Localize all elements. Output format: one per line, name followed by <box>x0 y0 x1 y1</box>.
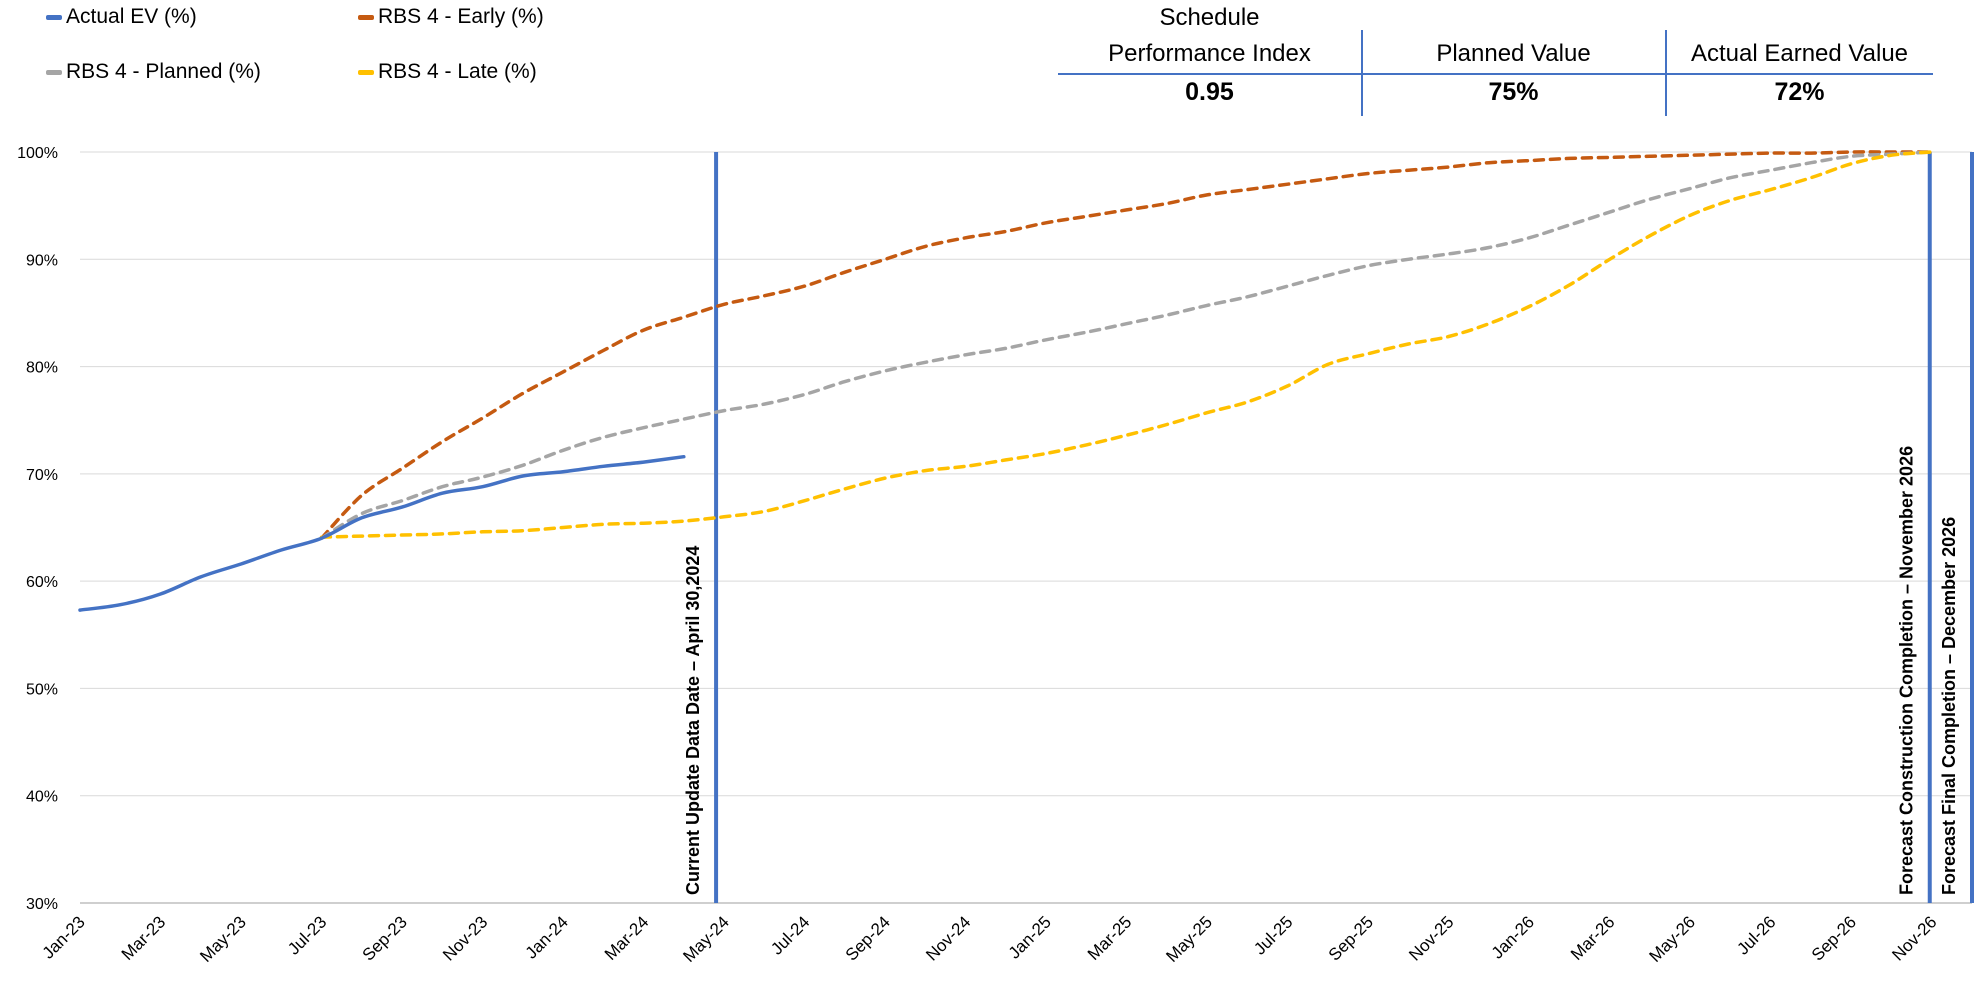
series-line-rbs-4-early <box>319 150 1934 540</box>
kpi-table: Schedule Performance Index 0.95 Planned V… <box>1058 0 1933 118</box>
kpi-separator-2 <box>1665 30 1667 116</box>
x-tick-label: Jul-24 <box>767 912 813 958</box>
x-tick-label: Jan-24 <box>522 912 572 962</box>
legend-label-early: RBS 4 - Early (%) <box>378 5 544 28</box>
date-marker-label: Forecast Construction Completion – Novem… <box>1897 446 1917 895</box>
x-tick-label: Jan-26 <box>1488 912 1538 962</box>
date-marker-label: Current Update Data Date – April 30,2024 <box>683 546 703 895</box>
date-markers: Current Update Data Date – April 30,2024… <box>683 152 1974 903</box>
kpi-planned-value-value: 75% <box>1488 78 1539 106</box>
y-tick-label: 90% <box>26 252 58 269</box>
legend-item-planned: RBS 4 - Planned (%) <box>46 60 261 84</box>
x-tick-label: Mar-24 <box>601 912 653 964</box>
x-tick-label: Sep-26 <box>1808 912 1860 964</box>
x-tick-label: Sep-25 <box>1325 912 1377 964</box>
x-tick-label: Nov-25 <box>1405 912 1457 964</box>
kpi-separator-1 <box>1361 30 1363 116</box>
x-tick-label: May-24 <box>679 912 733 966</box>
series-line-rbs-4-late <box>319 150 1934 539</box>
legend-swatch-planned <box>46 69 62 75</box>
legend-swatch-actual-ev <box>46 14 62 20</box>
grid-lines <box>80 151 1972 797</box>
legend-label-planned: RBS 4 - Planned (%) <box>66 60 261 83</box>
y-tick-label: 30% <box>26 896 58 913</box>
x-tick-label: Sep-23 <box>359 912 411 964</box>
kpi-planned-value: Planned Value 75% <box>1362 0 1665 118</box>
x-tick-label: May-25 <box>1162 912 1216 966</box>
kpi-spi-label: Schedule Performance Index <box>1058 2 1361 72</box>
kpi-actual-earned-value: Actual Earned Value 72% <box>1666 0 1933 118</box>
kpi-actual-earned-value-label-line2: Actual Earned Value <box>1690 40 1909 67</box>
x-tick-label: Mar-23 <box>118 912 170 964</box>
kpi-spi: Schedule Performance Index 0.95 <box>1058 0 1361 118</box>
legend-item-early: RBS 4 - Early (%) <box>358 5 544 29</box>
series-lines <box>78 150 1934 612</box>
legend-swatch-early <box>358 14 374 20</box>
date-marker-label: Forecast Final Completion – December 202… <box>1939 517 1959 895</box>
kpi-spi-value: 0.95 <box>1185 78 1234 106</box>
kpi-planned-value-label: Planned Value <box>1362 2 1665 72</box>
kpi-actual-earned-value-value: 72% <box>1774 78 1825 106</box>
y-tick-label: 100% <box>17 145 58 162</box>
x-tick-label: Jul-26 <box>1733 912 1779 958</box>
y-tick-label: 70% <box>26 467 58 484</box>
x-tick-label: Sep-24 <box>842 912 894 964</box>
x-tick-label: Nov-23 <box>439 912 491 964</box>
kpi-spi-label-line1: Schedule <box>1159 4 1260 31</box>
x-tick-label: Jul-23 <box>284 912 330 958</box>
legend-label-actual-ev: Actual EV (%) <box>66 5 197 28</box>
kpi-planned-value-label-line2: Planned Value <box>1436 40 1591 67</box>
x-tick-label: Jul-25 <box>1250 912 1296 958</box>
y-tick-label: 50% <box>26 681 58 698</box>
y-tick-label: 40% <box>26 789 58 806</box>
x-tick-label: Jan-23 <box>39 912 89 962</box>
legend-swatch-late <box>358 69 374 75</box>
kpi-spi-label-line2: Performance Index <box>1108 40 1311 67</box>
legend-item-late: RBS 4 - Late (%) <box>358 60 537 84</box>
y-tick-label: 60% <box>26 574 58 591</box>
x-tick-label: Nov-24 <box>922 912 974 964</box>
legend-item-actual-ev: Actual EV (%) <box>46 5 197 29</box>
x-tick-label: May-26 <box>1646 912 1700 966</box>
x-tick-label: Nov-26 <box>1888 912 1940 964</box>
x-tick-label: Mar-25 <box>1084 912 1136 964</box>
series-line-actual-ev <box>78 454 686 612</box>
kpi-actual-earned-value-label: Actual Earned Value <box>1666 2 1933 72</box>
series-line-rbs-4-planned <box>319 150 1934 540</box>
y-tick-label: 80% <box>26 360 58 377</box>
axes: 30% 40% 50% 60% 70% 80% 90% 100% Jan-23 Mar-23 May… <box>17 145 1972 966</box>
x-tick-label: Jan-25 <box>1005 912 1055 962</box>
x-tick-label: Mar-26 <box>1567 912 1619 964</box>
x-tick-label: May-23 <box>196 912 250 966</box>
kpi-header-rule <box>1058 73 1933 75</box>
legend-label-late: RBS 4 - Late (%) <box>378 60 537 83</box>
